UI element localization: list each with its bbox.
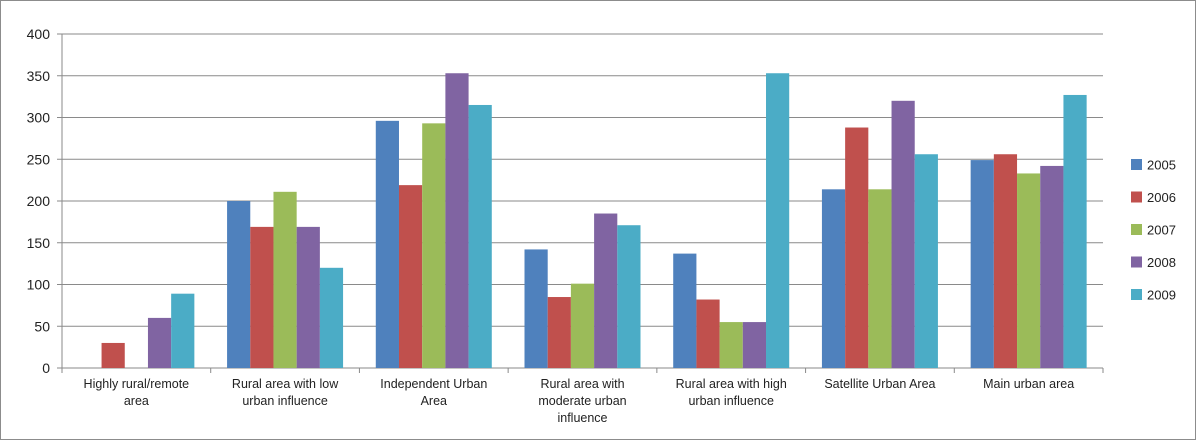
y-tick-label: 100 [27, 277, 51, 293]
y-tick-label: 300 [27, 110, 51, 126]
y-tick-label: 0 [42, 360, 50, 376]
legend-swatch-2006 [1131, 191, 1142, 203]
x-category-label: Rural area with [540, 377, 624, 391]
x-category-label: Satellite Urban Area [824, 377, 935, 391]
legend-label-2007: 2007 [1147, 223, 1176, 238]
bar-2009-2 [319, 267, 344, 368]
bar-2006-4 [547, 297, 571, 368]
bar-2007-6 [868, 189, 892, 368]
bar-2009-7 [1063, 94, 1087, 368]
bar-2009-5 [766, 73, 790, 369]
y-tick-label: 250 [27, 151, 51, 167]
legend-swatch-2008 [1131, 256, 1142, 268]
x-category-label: area [124, 394, 149, 408]
legend-swatch-2005 [1131, 159, 1142, 170]
x-category-label: Main urban area [983, 377, 1074, 391]
bar-2007-5 [719, 322, 743, 368]
legend-label-2005: 2005 [1147, 158, 1176, 173]
x-category-label: Highly rural/remote [84, 377, 190, 391]
bar-2005-6 [821, 189, 846, 368]
legend-label-2009: 2009 [1147, 288, 1176, 303]
bar-2006-3 [398, 185, 423, 368]
bar-2009-6 [914, 154, 938, 368]
bar-2008-3 [445, 73, 469, 369]
legend-label-2008: 2008 [1147, 255, 1176, 270]
x-category-label: urban influence [688, 394, 774, 408]
bar-2005-3 [375, 120, 399, 368]
bar-2007-4 [570, 283, 595, 368]
bar-2006-5 [696, 299, 720, 368]
y-tick-label: 200 [27, 193, 51, 209]
y-tick-label: 50 [34, 318, 50, 334]
bar-2008-1 [147, 317, 172, 368]
bar-2008-4 [594, 213, 618, 368]
x-category-label: Area [421, 394, 447, 408]
bar-2005-5 [673, 253, 697, 368]
bar-2005-2 [227, 201, 251, 368]
bar-2008-6 [891, 100, 915, 369]
bar-2006-2 [250, 226, 274, 368]
bar-2005-7 [970, 160, 994, 368]
bar-2007-7 [1017, 173, 1041, 368]
y-tick-label: 400 [27, 26, 51, 42]
x-category-label: influence [557, 411, 607, 425]
y-tick-label: 150 [27, 235, 51, 251]
x-category-label: urban influence [242, 394, 328, 408]
bar-2006-1 [101, 342, 125, 368]
bar-2008-2 [296, 226, 320, 368]
legend-swatch-2007 [1131, 224, 1142, 235]
legend-swatch-2009 [1131, 289, 1142, 300]
bar-2009-4 [617, 225, 641, 368]
bar-2008-5 [742, 322, 767, 368]
bar-2006-7 [993, 154, 1018, 368]
bar-2005-4 [524, 249, 548, 368]
bar-2009-3 [468, 104, 492, 368]
x-category-label: Rural area with high [676, 377, 787, 391]
bar-2007-2 [273, 191, 297, 368]
x-category-label: Rural area with low [232, 377, 339, 391]
bar-2006-6 [845, 127, 869, 369]
x-category-label: moderate urban [538, 394, 626, 408]
bar-2007-3 [422, 123, 446, 368]
y-tick-label: 350 [27, 68, 51, 84]
bar-2009-1 [171, 293, 195, 368]
x-category-label: Independent Urban [380, 377, 487, 391]
bar-2008-7 [1040, 165, 1064, 368]
legend-label-2006: 2006 [1147, 190, 1176, 205]
